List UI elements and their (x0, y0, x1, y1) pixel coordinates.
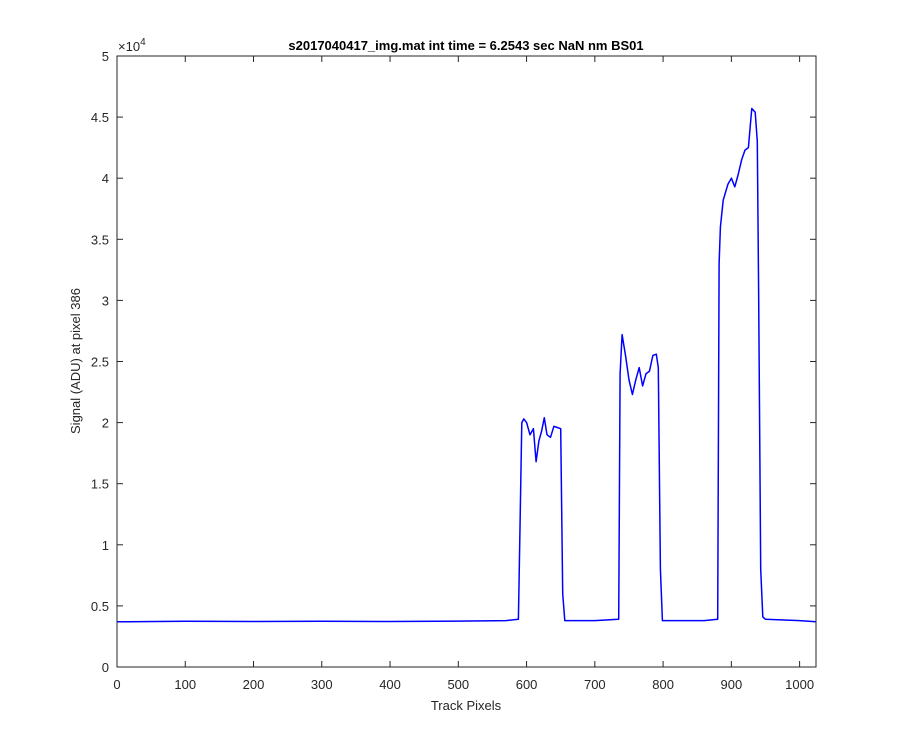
x-tick-label: 1000 (785, 677, 814, 692)
x-tick-label: 300 (311, 677, 333, 692)
x-tick-label: 100 (174, 677, 196, 692)
x-tick-label: 0 (113, 677, 120, 692)
y-tick-label: 4.5 (91, 110, 109, 125)
x-axis: 0 100 200 300 400 500 600 700 800 900 1000 (113, 56, 814, 692)
chart-title: s2017040417_img.mat int time = 6.2543 se… (288, 38, 643, 53)
x-tick-label: 600 (516, 677, 538, 692)
plot-area (117, 56, 816, 667)
exponent-power: 4 (140, 37, 146, 48)
y-tick-label: 3 (102, 293, 109, 308)
y-tick-label: 3.5 (91, 232, 109, 247)
y-tick-label: 5 (102, 49, 109, 64)
y-tick-label: 2.5 (91, 355, 109, 370)
y-tick-label: 2 (102, 416, 109, 431)
y-tick-label: 1 (102, 538, 109, 553)
y-exponent-label: ×104 (118, 37, 146, 54)
series-line (116, 107, 817, 623)
exponent-base: ×10 (118, 39, 140, 54)
x-tick-label: 700 (584, 677, 606, 692)
x-tick-label: 900 (721, 677, 743, 692)
y-tick-label: 0.5 (91, 599, 109, 614)
x-tick-label: 800 (652, 677, 674, 692)
y-tick-label: 4 (102, 171, 109, 186)
axes-box (116, 55, 817, 668)
x-tick-label: 200 (243, 677, 265, 692)
y-tick-label: 0 (102, 660, 109, 675)
x-axis-label: Track Pixels (431, 698, 502, 713)
y-tick-label: 1.5 (91, 477, 109, 492)
y-axis: 0 0.5 1 1.5 2 2.5 3 3.5 4 4.5 5 (91, 49, 816, 675)
y-axis-label: Signal (ADU) at pixel 386 (68, 288, 83, 434)
x-tick-label: 400 (379, 677, 401, 692)
x-tick-label: 500 (447, 677, 469, 692)
